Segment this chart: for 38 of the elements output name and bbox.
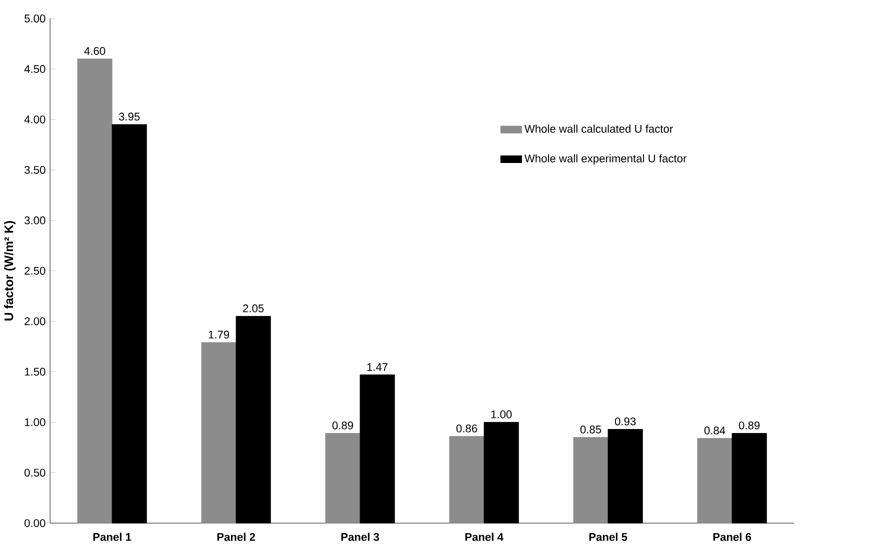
y-tick-label: 4.50 [24,65,46,73]
x-tick-label: Panel 1 [93,532,132,541]
data-label: 4.60 [84,47,106,55]
x-tick-label: Panel 2 [217,532,256,541]
data-label: 0.85 [580,426,602,434]
bar [573,437,608,524]
x-tick-label: Panel 3 [341,532,380,541]
bar [201,342,236,524]
data-label: 2.05 [243,304,264,312]
y-tick-label: 2.00 [24,317,46,326]
x-tick-label: Panel 6 [713,532,752,541]
data-label: 0.84 [704,426,726,434]
y-tick-label: 2.50 [24,266,46,275]
y-tick-label: 5.00 [24,14,46,22]
x-tick-label: Panel 4 [465,532,504,541]
legend-label: Whole wall experimental U factor [524,154,687,165]
data-label: 0.93 [614,418,636,426]
data-label: 0.89 [738,422,760,430]
x-tick-label: Panel 5 [589,532,628,541]
legend-label: Whole wall calculated U factor [524,124,673,133]
y-tick-label: 1.00 [24,418,46,426]
bar [325,433,360,524]
bar [697,438,732,524]
y-axis-title: U factor (W/m² K) [4,221,16,321]
bar [449,436,484,524]
data-label: 3.95 [118,112,140,121]
data-label: 1.00 [491,410,512,418]
y-tick-label: 3.50 [24,166,46,174]
data-label: 1.47 [367,363,388,371]
y-tick-label: 4.00 [24,116,46,124]
y-tick-label: 3.00 [24,216,46,224]
y-tick-label: 0.00 [24,519,46,528]
bar [77,58,112,524]
data-label: 1.79 [208,330,230,339]
y-tick-label: 1.50 [24,368,46,376]
data-label: 0.89 [332,422,354,430]
data-label: 0.86 [456,424,478,432]
y-tick-label: 0.50 [24,468,46,477]
